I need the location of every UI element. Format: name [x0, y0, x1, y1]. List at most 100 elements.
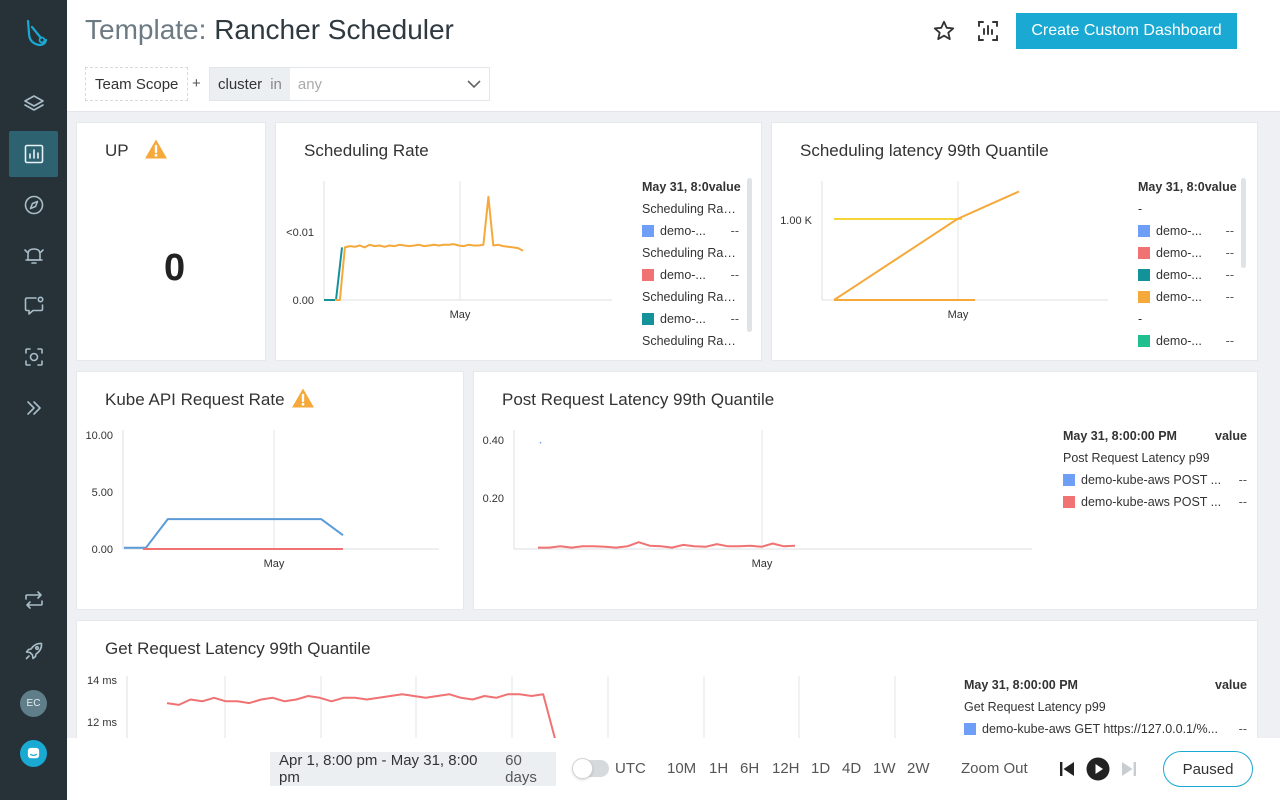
legend-swatch	[1138, 269, 1150, 281]
range-button-1w[interactable]: 1W	[873, 760, 896, 777]
legend-group: Scheduling Rate...	[642, 330, 739, 352]
chart-legend: May 31, 8:0 value Scheduling Rate... demo-.…	[642, 176, 741, 352]
legend-label: demo-...	[1156, 246, 1202, 260]
legend-value: --	[1225, 224, 1234, 238]
legend-header: May 31, 8:0 value	[642, 176, 741, 198]
range-button-6h[interactable]: 6H	[740, 760, 760, 777]
series-line	[538, 541, 796, 549]
rocket-icon[interactable]	[9, 628, 58, 674]
avatar[interactable]: EC	[20, 690, 47, 717]
zoom-out-button[interactable]: Zoom Out	[961, 760, 1028, 777]
legend-value: --	[1238, 495, 1247, 509]
range-button-1d[interactable]: 1D	[811, 760, 831, 777]
y-tick-label: <0.01	[286, 227, 314, 239]
filter-value-dropdown[interactable]: any	[289, 68, 489, 100]
panel-title: Post Request Latency 99th Quantile	[502, 390, 775, 409]
chart-legend: May 31, 8:00:00 PM value Post Request Late…	[1063, 425, 1247, 513]
scheduling-latency-chart[interactable]: 1.00 K May	[772, 123, 1122, 361]
time-range-days: 60 days	[505, 752, 537, 786]
layers-icon[interactable]	[9, 81, 58, 127]
scope-selector[interactable]: Team Scope	[85, 67, 189, 101]
panel-post-request-latency: Post Request Latency 99th Quantile 0.20 0…	[473, 371, 1258, 610]
y-tick-label: 0.00	[293, 295, 314, 307]
play-icon[interactable]	[1085, 756, 1111, 782]
legend-label: demo-...	[1156, 334, 1202, 348]
series-line	[833, 190, 1020, 301]
legend-group: Scheduling Rate...	[642, 198, 739, 220]
capture-icon[interactable]	[9, 334, 58, 380]
legend-item[interactable]: demo-... --	[642, 220, 739, 242]
legend-item[interactable]: demo-... --	[1138, 220, 1234, 242]
legend-item[interactable]: demo-... --	[642, 308, 739, 330]
panel-title: UP	[105, 141, 129, 160]
expand-icon[interactable]	[9, 385, 58, 431]
legend-item[interactable]: demo-... --	[1138, 330, 1234, 352]
x-tick-label: May	[948, 309, 969, 321]
range-button-10m[interactable]: 10M	[667, 760, 697, 777]
legend-label: Scheduling Rate...	[642, 290, 739, 304]
range-button-1h[interactable]: 1H	[709, 760, 729, 777]
dashboard-icon[interactable]	[9, 131, 58, 177]
legend-item[interactable]: demo-... --	[1138, 242, 1234, 264]
create-dashboard-button[interactable]: Create Custom Dashboard	[1016, 13, 1237, 49]
chat-icon[interactable]	[9, 283, 58, 329]
legend-label: demo-kube-aws POST ...	[1081, 495, 1222, 509]
x-tick-label: May	[752, 558, 773, 570]
legend-value-header: value	[708, 180, 741, 194]
y-tick-label: 10.00	[85, 430, 113, 442]
time-range-selector[interactable]: Apr 1, 8:00 pm - May 31, 8:00 pm 60 days	[270, 752, 556, 786]
range-button-2w[interactable]: 2W	[907, 760, 930, 777]
scan-icon[interactable]	[975, 18, 1001, 44]
legend-item[interactable]: demo-kube-aws POST ... --	[1063, 491, 1247, 513]
series-line	[124, 518, 344, 549]
legend-group: -	[1138, 308, 1234, 330]
legend-header: May 31, 8:00:00 PM value	[1063, 425, 1247, 447]
legend-item[interactable]: demo-kube-aws GET https://127.0.0.1/%...…	[964, 718, 1247, 740]
y-tick-label: 12 ms	[87, 717, 117, 729]
get-latency-chart[interactable]: 12 ms 14 ms	[77, 621, 947, 750]
legend-scrollbar[interactable]	[1241, 178, 1246, 268]
panel-scheduling-rate: Scheduling Rate 0.00 <0.01 May May 31, 8:0…	[275, 122, 762, 361]
legend-item[interactable]: demo-... --	[1138, 286, 1234, 308]
legend-item[interactable]: demo-kube-aws POST ... --	[1063, 469, 1247, 491]
paused-button[interactable]: Paused	[1163, 751, 1253, 787]
legend-swatch	[642, 225, 654, 237]
page-title-prefix: Template:	[85, 14, 207, 45]
compass-icon[interactable]	[9, 182, 58, 228]
skip-forward-icon[interactable]	[1116, 756, 1142, 782]
star-icon[interactable]	[931, 18, 957, 44]
swap-icon[interactable]	[9, 577, 58, 623]
legend-item[interactable]: demo-... --	[1138, 264, 1234, 286]
range-button-4d[interactable]: 4D	[842, 760, 862, 777]
range-button-12h[interactable]: 12H	[772, 760, 800, 777]
post-latency-chart[interactable]: 0.20 0.40 May	[474, 372, 1044, 610]
legend-swatch	[642, 269, 654, 281]
legend-header: May 31, 8:0 value	[1138, 176, 1237, 198]
add-filter-button[interactable]: +	[192, 75, 201, 92]
legend-group: Post Request Latency p99	[1063, 447, 1247, 469]
legend-swatch	[642, 313, 654, 325]
legend-item[interactable]: demo-... --	[642, 264, 739, 286]
page-title-name: Rancher Scheduler	[214, 14, 454, 45]
legend-label: Post Request Latency p99	[1063, 451, 1210, 465]
warning-icon[interactable]	[144, 138, 168, 160]
toggle-knob	[572, 758, 593, 779]
logo-icon[interactable]	[14, 14, 54, 54]
chat-bubble-icon[interactable]	[20, 740, 47, 767]
utc-toggle[interactable]	[572, 758, 609, 779]
legend-scrollbar[interactable]	[747, 178, 752, 332]
skip-back-icon[interactable]	[1054, 756, 1080, 782]
y-tick-label: 5.00	[92, 487, 113, 499]
legend-value: --	[1238, 473, 1247, 487]
scheduling-rate-chart[interactable]: 0.00 <0.01 May	[276, 123, 626, 361]
panel-kube-api-request-rate: Kube API Request Rate 0.00 5.00 10.00 May	[76, 371, 464, 610]
alert-icon[interactable]	[9, 232, 58, 278]
panel-get-request-latency: Get Request Latency 99th Quantile 12 ms 1…	[76, 620, 1258, 750]
warning-icon[interactable]	[291, 387, 315, 409]
filter-operator: in	[270, 75, 282, 93]
kube-api-chart[interactable]: 0.00 5.00 10.00 May	[77, 372, 464, 610]
legend-label: demo-kube-aws GET https://127.0.0.1/%...	[982, 722, 1218, 736]
legend-label: demo-...	[1156, 224, 1202, 238]
filter-value: any	[297, 75, 323, 93]
legend-label: demo-...	[660, 312, 706, 326]
